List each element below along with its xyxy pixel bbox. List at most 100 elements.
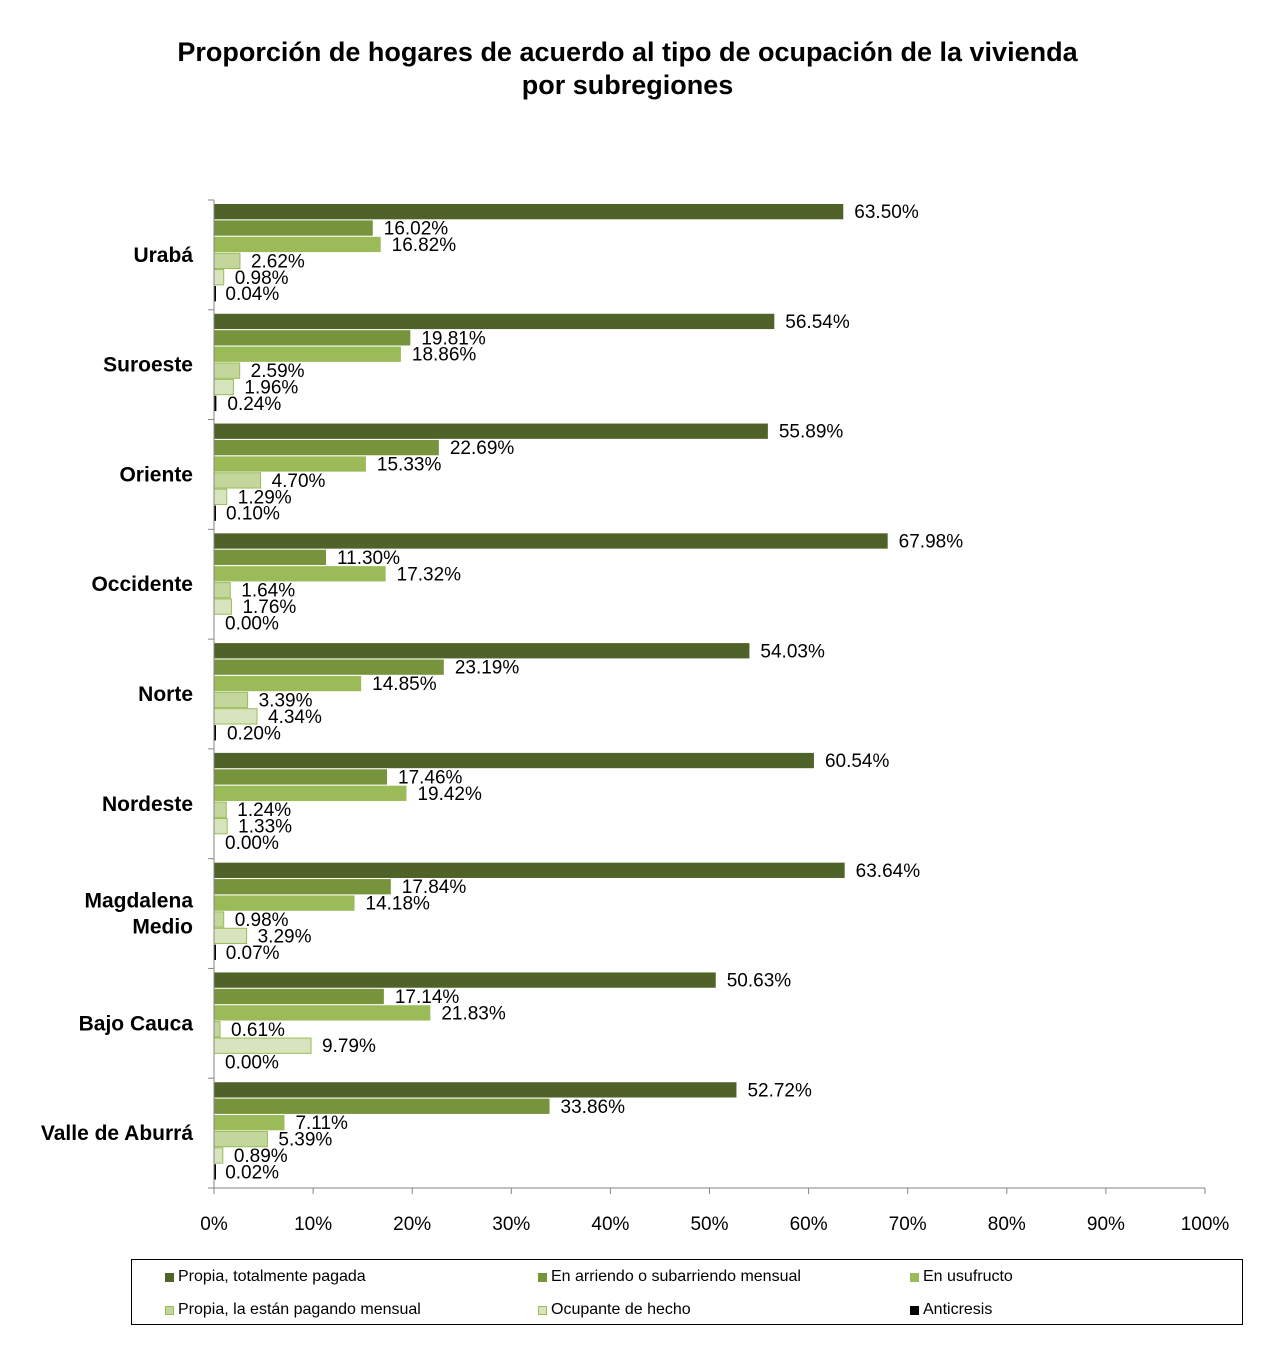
category-label-5: Nordeste (102, 793, 193, 816)
legend-label-4: Ocupante de hecho (551, 1301, 691, 1318)
data-label-7-3: 0.61% (231, 1020, 285, 1041)
legend-item-2: En usufructo (910, 1267, 1013, 1287)
data-label-3-5: 0.00% (225, 613, 279, 634)
bar-2-5 (214, 505, 216, 521)
legend-swatch-5 (910, 1305, 919, 1315)
data-label-7-4: 9.79% (322, 1036, 376, 1057)
bar-2-0 (214, 423, 768, 439)
data-label-7-0: 50.63% (727, 971, 792, 992)
data-label-4-2: 14.85% (372, 674, 437, 695)
chart-title-line-1: Proporción de hogares de acuerdo al tipo… (177, 37, 1078, 67)
bar-8-4 (213, 1147, 224, 1164)
category-label-0: Urabá (133, 244, 193, 267)
x-tick-label-6: 60% (790, 1214, 828, 1235)
bar-1-1 (214, 330, 411, 346)
data-label-6-4: 3.29% (258, 926, 312, 947)
chart-title: Proporción de hogares de acuerdo al tipo… (0, 36, 1255, 102)
bar-3-3 (213, 582, 231, 599)
data-label-8-3: 5.39% (278, 1130, 332, 1151)
bar-6-3 (213, 911, 225, 928)
chart-title-line-2: por subregiones (521, 70, 734, 100)
bar-3-4 (213, 598, 232, 615)
legend-label-3: Propia, la están pagando mensual (178, 1301, 421, 1318)
bar-3-1 (214, 549, 326, 566)
data-label-2-0: 55.89% (779, 422, 844, 443)
bar-5-4 (213, 817, 228, 835)
legend-swatch-4 (538, 1305, 547, 1315)
legend-label-5: Anticresis (923, 1301, 993, 1318)
data-label-1-0: 56.54% (785, 312, 850, 333)
bar-5-3 (213, 801, 227, 818)
bar-6-1 (214, 879, 391, 895)
category-label-7: Bajo Cauca (79, 1012, 194, 1035)
legend-item-3: Propia, la están pagando mensual (165, 1300, 421, 1320)
bar-6-2 (214, 895, 355, 911)
category-label-2: Oriente (119, 463, 193, 486)
bar-0-5 (214, 286, 216, 302)
data-label-3-0: 67.98% (899, 531, 964, 552)
data-label-7-5: 0.00% (225, 1053, 279, 1074)
data-label-5-4: 1.33% (238, 817, 292, 838)
data-label-6-0: 63.64% (856, 861, 921, 882)
legend-item-0: Propia, totalmente pagada (165, 1267, 366, 1287)
bar-4-5 (214, 725, 216, 741)
bar-0-0 (214, 204, 844, 220)
x-tick-label-10: 100% (1181, 1214, 1230, 1235)
bar-8-2 (214, 1115, 285, 1131)
data-label-4-3: 3.39% (259, 690, 313, 711)
bar-4-1 (214, 659, 444, 675)
legend-label-2: En usufructo (923, 1268, 1013, 1285)
data-label-0-3: 2.62% (251, 251, 305, 272)
bar-2-1 (214, 439, 439, 456)
data-label-7-1: 17.14% (395, 987, 460, 1008)
bar-0-2 (214, 236, 381, 253)
bar-0-3 (213, 252, 241, 269)
data-label-5-2: 19.42% (417, 784, 482, 805)
bar-2-2 (214, 456, 366, 472)
bar-1-4 (213, 378, 234, 396)
data-label-5-1: 17.46% (398, 767, 463, 788)
bar-6-4 (213, 927, 248, 945)
data-label-0-1: 16.02% (384, 219, 449, 240)
bar-6-0 (214, 862, 845, 878)
bar-3-0 (214, 533, 888, 549)
x-tick-label-7: 70% (889, 1214, 927, 1235)
bar-2-3 (213, 472, 262, 489)
bar-5-2 (214, 785, 407, 801)
legend: Propia, totalmente pagada En arriendo o s… (131, 1259, 1243, 1325)
data-label-1-3: 2.59% (251, 361, 305, 382)
bar-7-3 (213, 1021, 221, 1038)
data-label-8-2: 7.11% (295, 1113, 348, 1134)
category-label-8: Valle de Aburrá (41, 1122, 193, 1145)
x-tick-label-5: 50% (690, 1214, 728, 1235)
x-tick-label-0: 0% (200, 1214, 228, 1235)
data-label-5-5: 0.00% (225, 833, 279, 854)
data-label-1-4: 1.96% (244, 378, 298, 399)
legend-swatch-0 (165, 1272, 174, 1282)
data-label-0-5: 0.04% (225, 284, 279, 305)
category-label-3: Occidente (91, 573, 193, 596)
bar-8-5 (214, 1164, 216, 1180)
bar-1-3 (213, 362, 241, 379)
data-label-6-1: 17.84% (402, 877, 467, 898)
category-label-6-1: Medio (132, 916, 193, 939)
bar-4-0 (214, 643, 750, 659)
data-label-0-4: 0.98% (235, 268, 289, 289)
bar-7-2 (214, 1005, 431, 1021)
bar-7-1 (214, 988, 384, 1005)
data-label-4-1: 23.19% (455, 658, 520, 679)
bar-4-4 (213, 708, 258, 725)
data-label-5-0: 60.54% (825, 751, 890, 772)
bar-0-1 (214, 220, 373, 236)
data-label-7-2: 21.83% (441, 1003, 506, 1024)
bar-0-4 (213, 269, 225, 286)
data-label-2-1: 22.69% (450, 438, 515, 459)
data-label-0-0: 63.50% (854, 202, 919, 223)
data-label-2-5: 0.10% (226, 504, 280, 525)
bar-5-1 (214, 769, 388, 785)
data-label-8-0: 52.72% (747, 1080, 812, 1101)
data-label-0-2: 16.82% (392, 235, 457, 256)
x-tick-label-8: 80% (988, 1214, 1026, 1235)
category-label-6-0: Magdalena (84, 890, 193, 913)
